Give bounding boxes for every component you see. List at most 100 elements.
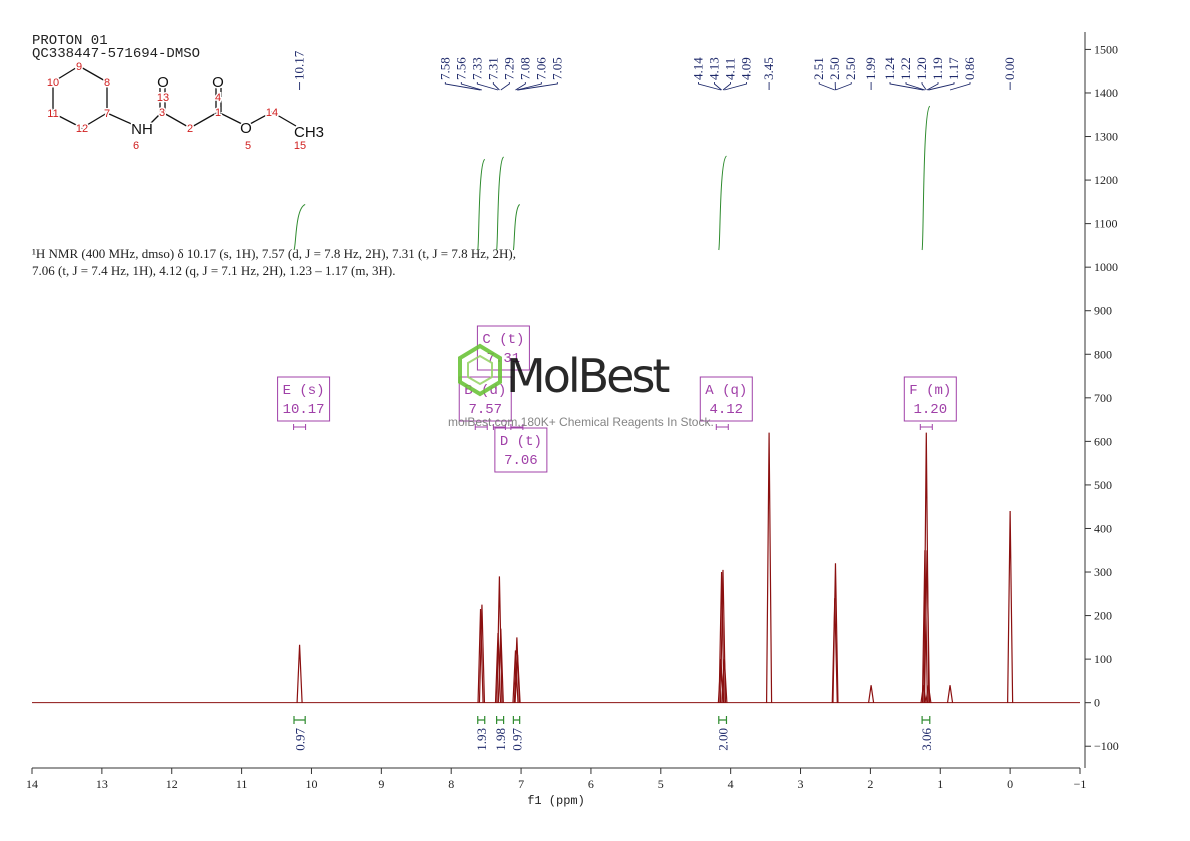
- integral-range: [293, 716, 306, 724]
- multiplet-range: [919, 424, 933, 430]
- peak-label: 0.86: [962, 57, 977, 80]
- multiplet-range: [715, 424, 729, 430]
- peak-label-leader: [889, 82, 924, 91]
- multiplet-label: A (q): [705, 383, 747, 399]
- y-tick-label: 700: [1094, 391, 1112, 405]
- atom-number: 5: [245, 140, 251, 152]
- multiplet-label: C (t): [482, 332, 524, 348]
- peak: [925, 685, 932, 703]
- multiplet-label: D (t): [500, 434, 542, 450]
- bond: [149, 111, 163, 125]
- peak-label: 7.08: [517, 57, 532, 80]
- peak: [721, 659, 728, 703]
- atom-number: 3: [159, 107, 165, 119]
- integral-label: 3.06: [919, 728, 934, 751]
- atom-label: NH: [131, 121, 153, 138]
- peak-label: 4.11: [722, 58, 737, 80]
- peak-label: 1.17: [946, 57, 961, 80]
- bond: [81, 112, 108, 129]
- atom-number: 11: [47, 108, 58, 120]
- multiplet-shift: 4.12: [709, 402, 743, 418]
- y-tick-label: 600: [1094, 434, 1112, 448]
- peak-label-leader: [818, 82, 835, 91]
- peak-label-leader: [714, 82, 722, 91]
- x-tick-label: 4: [728, 777, 734, 791]
- x-tick-label: 8: [448, 777, 454, 791]
- y-tick-label: 300: [1094, 565, 1112, 579]
- peak-label-leader: [492, 82, 500, 91]
- bond: [271, 111, 297, 127]
- multiplet-box: [903, 376, 957, 422]
- x-tick-label: 1: [937, 777, 943, 791]
- peak-label: 10.17: [292, 50, 307, 80]
- peak-label-leader: [515, 82, 526, 91]
- sample-id: QC338447-571694-DMSO: [32, 46, 200, 62]
- integral-curve: [293, 203, 306, 251]
- bond: [189, 111, 219, 129]
- atom-number: 12: [76, 123, 88, 135]
- x-tick-label: 14: [26, 777, 38, 791]
- integral-curve: [477, 158, 486, 251]
- peak: [718, 572, 725, 703]
- atom-number: 1: [215, 107, 221, 119]
- peak: [496, 576, 503, 703]
- peak: [477, 609, 484, 703]
- multiplet-shift: 1.20: [913, 402, 947, 418]
- atom-number: 4: [215, 92, 221, 104]
- multiplet-shift: 10.17: [283, 402, 325, 418]
- peak-label-leader: [476, 82, 499, 91]
- x-tick-label: 11: [236, 777, 248, 791]
- peak: [946, 685, 954, 703]
- peak-label: 1.19: [930, 57, 945, 80]
- x-tick-label: 9: [378, 777, 384, 791]
- bond: [217, 111, 243, 125]
- peak-label-leader: [928, 82, 955, 91]
- peak: [478, 604, 486, 703]
- watermark-logo: [458, 343, 502, 397]
- x-tick-label: 13: [96, 777, 108, 791]
- peak-label: 7.31: [485, 57, 500, 80]
- x-tick-label: 3: [798, 777, 804, 791]
- peak: [868, 685, 875, 703]
- y-tick-label: 1400: [1094, 86, 1118, 100]
- peak: [512, 650, 519, 703]
- integral-label: 2.00: [716, 728, 731, 751]
- multiplet-box: [277, 376, 331, 422]
- atom-number: 9: [76, 61, 82, 73]
- y-tick-label: 800: [1094, 347, 1112, 361]
- bond: [249, 111, 273, 125]
- peak: [923, 550, 931, 703]
- peak-label: 7.58: [437, 57, 452, 80]
- peak-label-leader: [444, 82, 481, 91]
- peak-label: 3.45: [761, 57, 776, 80]
- peak-label: 0.00: [1002, 57, 1017, 80]
- peak-label: 7.05: [549, 57, 564, 80]
- integral-label: 0.97: [510, 728, 525, 751]
- x-tick-label: 7: [518, 777, 524, 791]
- atom-label: O: [212, 74, 224, 91]
- y-tick-label: 500: [1094, 478, 1112, 492]
- integral-label: 0.97: [293, 728, 308, 751]
- peak-label: 1.20: [914, 57, 929, 80]
- peak-label: 4.14: [690, 57, 705, 80]
- multiplet-range: [510, 424, 524, 430]
- atom-number: 15: [294, 140, 306, 152]
- peak-label-leader: [698, 82, 722, 91]
- peak-label: 1.24: [882, 57, 897, 80]
- peak-label-leader: [905, 82, 926, 91]
- y-tick-label: 1300: [1094, 130, 1118, 144]
- sample-name: PROTON 01: [32, 33, 108, 49]
- integral-range: [512, 716, 521, 724]
- y-tick-label: 400: [1094, 521, 1112, 535]
- peak-label-leader: [926, 82, 939, 91]
- watermark-brand: MolBest: [506, 349, 669, 403]
- x-tick-label: 2: [867, 777, 873, 791]
- integral-curve: [718, 155, 727, 251]
- peak-label: 4.13: [706, 57, 721, 80]
- x-tick-label: 6: [588, 777, 594, 791]
- peak-label-leader: [722, 82, 731, 91]
- bond: [52, 65, 80, 83]
- integral-range: [496, 716, 505, 724]
- multiplet-label: E (s): [283, 383, 325, 399]
